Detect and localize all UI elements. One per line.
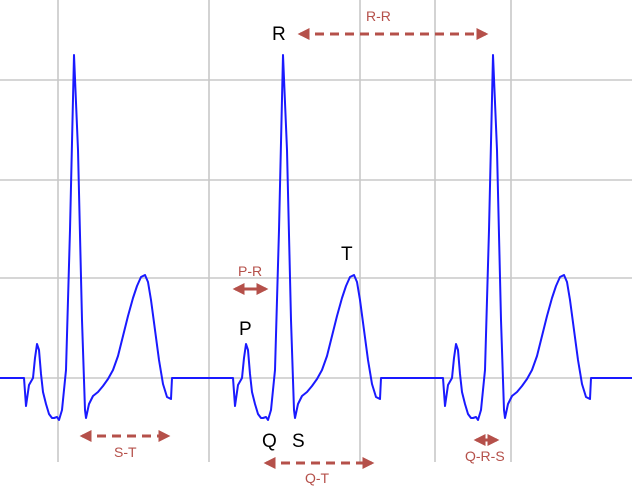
ecg-trace: [0, 54, 632, 421]
label-r: R: [272, 24, 286, 45]
label-q: Q: [262, 431, 277, 452]
interval-qt-label: Q-T: [305, 470, 330, 486]
label-p: P: [239, 319, 252, 340]
interval-qrs: Q-R-S: [465, 434, 505, 464]
interval-st-label: S-T: [114, 444, 137, 460]
interval-qrs-label: Q-R-S: [465, 448, 505, 464]
interval-st: S-T: [79, 430, 171, 460]
interval-pr: P-R: [232, 263, 269, 295]
label-s: S: [292, 431, 305, 452]
interval-qt: Q-T: [263, 457, 375, 486]
interval-rr: R-R: [297, 8, 489, 40]
grid: [0, 0, 632, 462]
label-t: T: [341, 244, 353, 265]
interval-pr-label: P-R: [238, 263, 262, 279]
interval-rr-label: R-R: [366, 8, 391, 24]
